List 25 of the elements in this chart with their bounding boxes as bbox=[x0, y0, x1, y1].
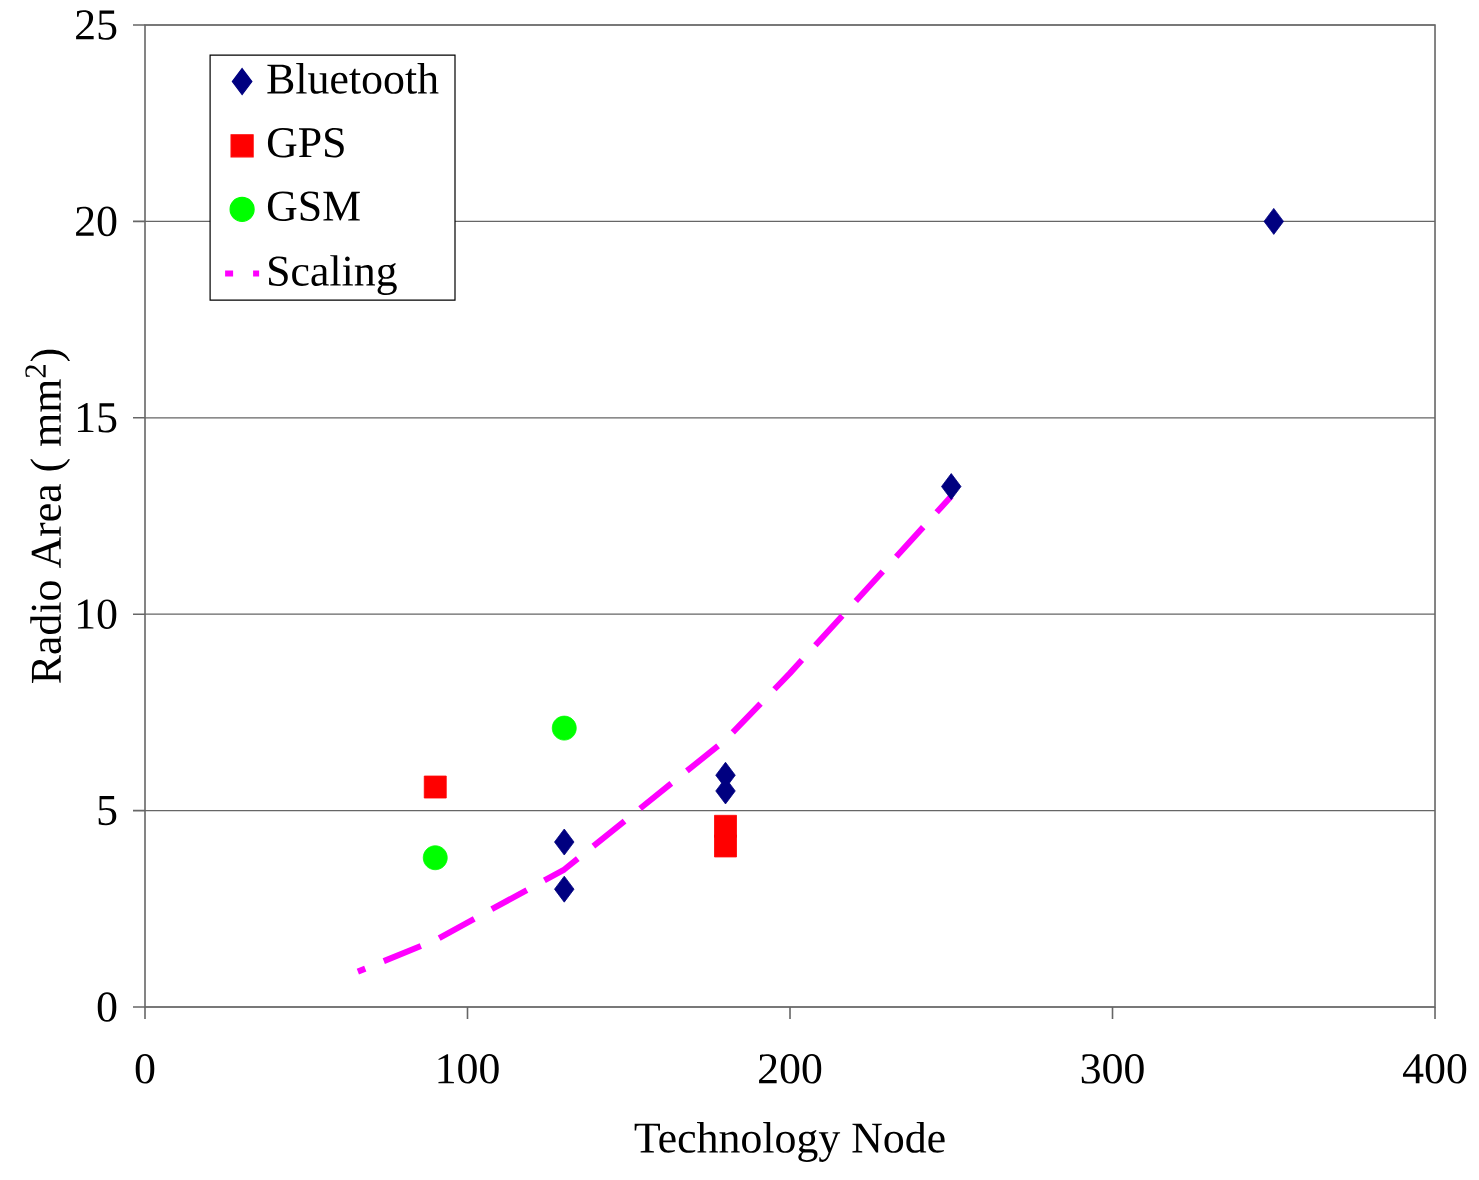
legend-label: Scaling bbox=[269, 255, 397, 295]
x-tick-label: 100 bbox=[438, 1054, 499, 1084]
point bbox=[423, 775, 447, 799]
point bbox=[554, 828, 575, 856]
y-tick-label: 20 bbox=[76, 206, 117, 237]
point bbox=[714, 834, 737, 858]
y-tick-label: 15 bbox=[78, 403, 117, 433]
y-tick-label: 10 bbox=[78, 599, 117, 629]
x-tick-label: 300 bbox=[1081, 1054, 1144, 1084]
x-tick-label: 400 bbox=[1402, 1054, 1467, 1084]
point bbox=[551, 715, 577, 741]
legend-label: GPS bbox=[267, 127, 344, 158]
y-axis-title: Radio Area ( mm$^{2}$) bbox=[25, 349, 70, 683]
point bbox=[422, 845, 448, 871]
y-tick-label: 25 bbox=[76, 10, 117, 40]
legend-label: Bluetooth bbox=[267, 63, 439, 94]
legend-label: GSM bbox=[267, 191, 360, 222]
x-tick-label: 0 bbox=[135, 1054, 155, 1084]
x-tick-label: 200 bbox=[759, 1054, 822, 1084]
point bbox=[554, 875, 575, 903]
x-axis-title: Technology Node bbox=[634, 1122, 945, 1162]
point bbox=[941, 473, 962, 500]
y-tick-label: 0 bbox=[97, 992, 117, 1022]
point bbox=[1263, 207, 1284, 235]
y-tick-label: 5 bbox=[98, 796, 117, 826]
